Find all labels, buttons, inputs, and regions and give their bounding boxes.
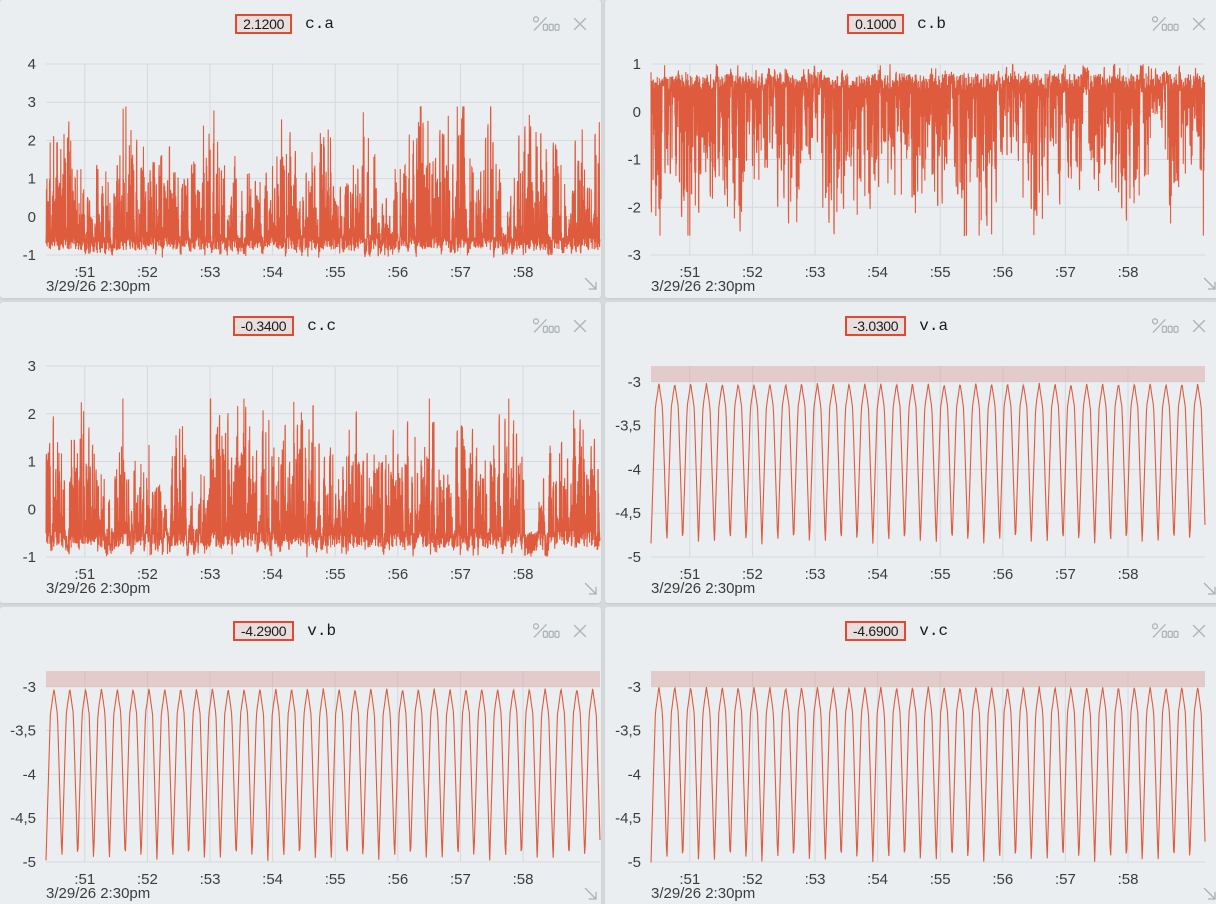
svg-text::53: :53 xyxy=(805,871,826,888)
svg-text::54: :54 xyxy=(867,264,888,281)
svg-text::56: :56 xyxy=(387,566,408,583)
svg-text::58: :58 xyxy=(1118,566,1139,583)
svg-text::58: :58 xyxy=(513,871,534,888)
svg-text:-3,5: -3,5 xyxy=(615,418,641,435)
svg-text:3/29/26 2:30pm: 3/29/26 2:30pm xyxy=(46,580,150,597)
svg-text:3/29/26 2:30pm: 3/29/26 2:30pm xyxy=(46,278,150,295)
svg-text:-4,5: -4,5 xyxy=(10,810,36,827)
svg-text::57: :57 xyxy=(450,264,471,281)
svg-text::58: :58 xyxy=(513,264,534,281)
svg-text:3/29/26 2:30pm: 3/29/26 2:30pm xyxy=(651,885,755,902)
svg-text::56: :56 xyxy=(992,871,1013,888)
svg-text::56: :56 xyxy=(387,264,408,281)
svg-text:-3,5: -3,5 xyxy=(10,723,36,740)
svg-text:-1: -1 xyxy=(628,152,641,169)
svg-text::54: :54 xyxy=(262,566,283,583)
svg-text:1: 1 xyxy=(633,56,641,73)
svg-text::53: :53 xyxy=(805,264,826,281)
svg-text:-1: -1 xyxy=(23,247,36,264)
svg-text::58: :58 xyxy=(1118,264,1139,281)
svg-text::58: :58 xyxy=(513,566,534,583)
svg-text:-1: -1 xyxy=(23,549,36,566)
svg-text:-2: -2 xyxy=(628,199,641,216)
svg-text:3/29/26 2:30pm: 3/29/26 2:30pm xyxy=(651,580,755,597)
svg-text:3/29/26 2:30pm: 3/29/26 2:30pm xyxy=(46,885,150,902)
svg-text::57: :57 xyxy=(1055,871,1076,888)
svg-text:-4,5: -4,5 xyxy=(615,810,641,827)
svg-text:-4: -4 xyxy=(628,766,641,783)
svg-text:-3: -3 xyxy=(23,679,36,696)
svg-text:-4,5: -4,5 xyxy=(615,505,641,522)
svg-text:-4: -4 xyxy=(628,461,641,478)
svg-text:-3: -3 xyxy=(628,374,641,391)
svg-text::53: :53 xyxy=(200,264,221,281)
svg-text:2: 2 xyxy=(28,132,36,149)
svg-text:0: 0 xyxy=(28,209,36,226)
svg-text::56: :56 xyxy=(992,264,1013,281)
svg-text::56: :56 xyxy=(992,566,1013,583)
svg-text::55: :55 xyxy=(930,871,951,888)
svg-text:3/29/26 2:30pm: 3/29/26 2:30pm xyxy=(651,278,755,295)
svg-text::54: :54 xyxy=(867,871,888,888)
svg-text:-3,5: -3,5 xyxy=(615,723,641,740)
svg-text::55: :55 xyxy=(930,566,951,583)
svg-text:-5: -5 xyxy=(23,854,36,871)
svg-text::58: :58 xyxy=(1118,871,1139,888)
svg-text:-5: -5 xyxy=(628,854,641,871)
svg-text::57: :57 xyxy=(1055,264,1076,281)
svg-text::57: :57 xyxy=(450,871,471,888)
svg-text:-4: -4 xyxy=(23,766,36,783)
svg-text:-3: -3 xyxy=(628,247,641,264)
svg-text::55: :55 xyxy=(325,264,346,281)
svg-text:1: 1 xyxy=(28,171,36,188)
svg-text::57: :57 xyxy=(450,566,471,583)
svg-text:2: 2 xyxy=(28,406,36,423)
svg-text::53: :53 xyxy=(200,871,221,888)
svg-text:3: 3 xyxy=(28,94,36,111)
svg-text:4: 4 xyxy=(28,56,36,73)
svg-text:0: 0 xyxy=(28,501,36,518)
svg-text::54: :54 xyxy=(262,871,283,888)
svg-text:-3: -3 xyxy=(628,679,641,696)
svg-text:3: 3 xyxy=(28,358,36,375)
svg-text::53: :53 xyxy=(200,566,221,583)
svg-text::56: :56 xyxy=(387,871,408,888)
svg-text::55: :55 xyxy=(325,566,346,583)
svg-text::54: :54 xyxy=(262,264,283,281)
svg-text::57: :57 xyxy=(1055,566,1076,583)
svg-text:1: 1 xyxy=(28,454,36,471)
svg-text:-5: -5 xyxy=(628,549,641,566)
svg-text::55: :55 xyxy=(325,871,346,888)
svg-text::55: :55 xyxy=(930,264,951,281)
svg-text::53: :53 xyxy=(805,566,826,583)
svg-text:0: 0 xyxy=(633,104,641,121)
svg-text::54: :54 xyxy=(867,566,888,583)
